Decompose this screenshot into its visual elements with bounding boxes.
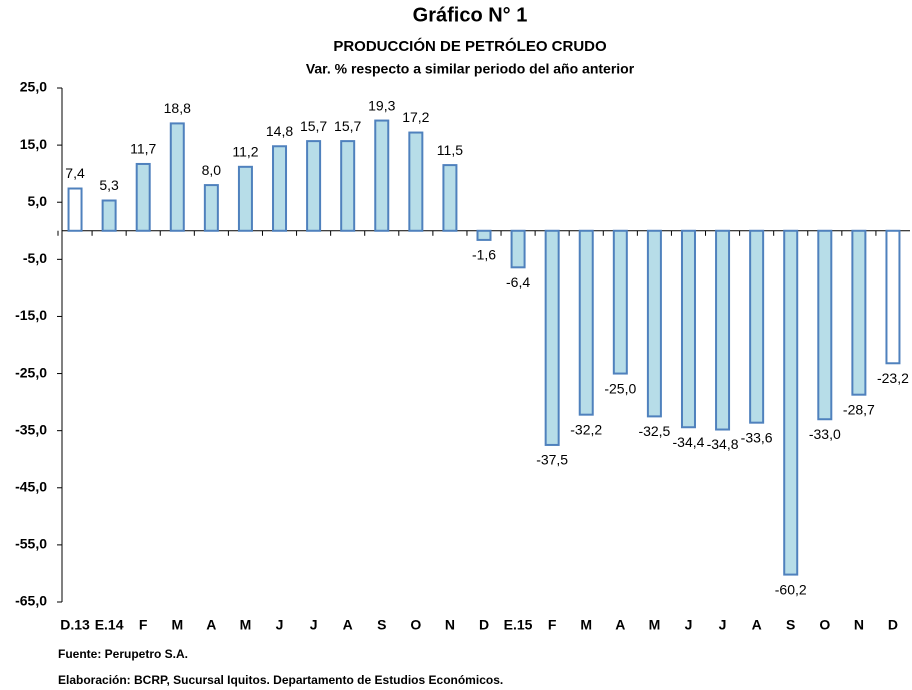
chart-title: Gráfico N° 1 bbox=[413, 4, 528, 26]
bar bbox=[408, 131, 424, 232]
x-tick-label: A bbox=[752, 617, 762, 633]
bar bbox=[510, 229, 526, 269]
bar bbox=[237, 165, 253, 232]
x-tick-label: J bbox=[685, 617, 693, 633]
x-tick-label: E.14 bbox=[95, 617, 124, 633]
bar bbox=[374, 119, 390, 232]
value-label: 11,5 bbox=[437, 142, 463, 158]
bar bbox=[578, 229, 594, 416]
x-tick-label: J bbox=[719, 617, 727, 633]
bar bbox=[783, 229, 799, 576]
x-tick-label: D bbox=[479, 617, 489, 633]
value-label: -33,0 bbox=[809, 426, 841, 442]
x-tick-label: S bbox=[377, 617, 386, 633]
x-tick-label: E.15 bbox=[504, 617, 533, 633]
x-tick-label: A bbox=[206, 617, 216, 633]
y-tick-label: -45,0 bbox=[15, 478, 47, 494]
bar bbox=[306, 140, 322, 232]
chart-subtitle: PRODUCCIÓN DE PETRÓLEO CRUDO bbox=[333, 37, 607, 55]
y-tick-label: -25,0 bbox=[15, 364, 47, 380]
chart-subtitle: Var. % respecto a similar periodo del añ… bbox=[306, 61, 635, 77]
bar bbox=[885, 229, 901, 365]
x-tick-label: J bbox=[276, 617, 284, 633]
x-tick-label: N bbox=[445, 617, 455, 633]
x-tick-label: A bbox=[343, 617, 353, 633]
value-label: 11,2 bbox=[232, 144, 258, 160]
bar bbox=[169, 122, 185, 232]
y-tick-label: -5,0 bbox=[23, 250, 47, 266]
value-label: -37,5 bbox=[536, 452, 568, 468]
value-label: -1,6 bbox=[472, 247, 496, 263]
x-tick-label: D bbox=[888, 617, 898, 633]
bar bbox=[851, 229, 867, 396]
value-label: -60,2 bbox=[775, 581, 807, 597]
x-tick-label: S bbox=[786, 617, 795, 633]
value-label: 8,0 bbox=[202, 162, 222, 178]
value-label: -32,5 bbox=[638, 423, 670, 439]
y-tick-label: 5,0 bbox=[28, 193, 48, 209]
bar bbox=[646, 229, 662, 418]
bar bbox=[544, 229, 560, 446]
value-label: 5,3 bbox=[99, 177, 119, 193]
bar bbox=[135, 162, 151, 232]
x-tick-label: D.13 bbox=[60, 617, 90, 633]
bar bbox=[715, 229, 731, 431]
x-tick-label: M bbox=[171, 617, 183, 633]
x-tick-label: N bbox=[854, 617, 864, 633]
bar bbox=[272, 145, 288, 232]
bar bbox=[680, 229, 696, 429]
value-label: 7,4 bbox=[65, 165, 85, 181]
x-tick-label: M bbox=[240, 617, 252, 633]
value-label: 15,7 bbox=[300, 118, 327, 134]
x-tick-label: M bbox=[580, 617, 592, 633]
value-label: 17,2 bbox=[402, 109, 429, 125]
bar bbox=[67, 187, 83, 232]
value-label: 14,8 bbox=[266, 123, 293, 139]
value-label: 19,3 bbox=[368, 97, 395, 113]
x-tick-label: F bbox=[548, 617, 557, 633]
value-label: 11,7 bbox=[130, 141, 156, 157]
bar bbox=[749, 229, 765, 424]
bar bbox=[817, 229, 833, 421]
x-tick-label: O bbox=[410, 617, 421, 633]
value-label: -25,0 bbox=[604, 380, 636, 396]
y-tick-label: -15,0 bbox=[15, 307, 47, 323]
value-label: 15,7 bbox=[334, 118, 361, 134]
value-label: -34,4 bbox=[673, 434, 705, 450]
x-tick-label: F bbox=[139, 617, 148, 633]
bar bbox=[340, 140, 356, 232]
x-tick-label: J bbox=[310, 617, 318, 633]
note: Fuente: Perupetro S.A. bbox=[58, 647, 188, 661]
value-label: -32,2 bbox=[570, 421, 602, 437]
bar bbox=[442, 164, 458, 232]
note: Elaboración: BCRP, Sucursal Iquitos. Dep… bbox=[58, 673, 503, 687]
value-label: -28,7 bbox=[843, 401, 875, 417]
y-tick-label: -35,0 bbox=[15, 421, 47, 437]
bar bbox=[612, 229, 628, 375]
x-tick-label: A bbox=[615, 617, 625, 633]
value-label: -23,2 bbox=[877, 370, 909, 386]
value-label: -6,4 bbox=[506, 274, 530, 290]
x-tick-label: M bbox=[649, 617, 661, 633]
bar bbox=[476, 229, 492, 241]
y-tick-label: 25,0 bbox=[20, 79, 47, 95]
y-tick-label: 15,0 bbox=[20, 136, 47, 152]
y-tick-label: -55,0 bbox=[15, 536, 47, 552]
bar bbox=[101, 199, 117, 232]
bar bbox=[203, 184, 219, 232]
value-label: -33,6 bbox=[741, 429, 773, 445]
value-label: -34,8 bbox=[707, 436, 739, 452]
y-tick-label: -65,0 bbox=[15, 593, 47, 609]
x-tick-label: O bbox=[819, 617, 830, 633]
value-label: 18,8 bbox=[164, 100, 191, 116]
